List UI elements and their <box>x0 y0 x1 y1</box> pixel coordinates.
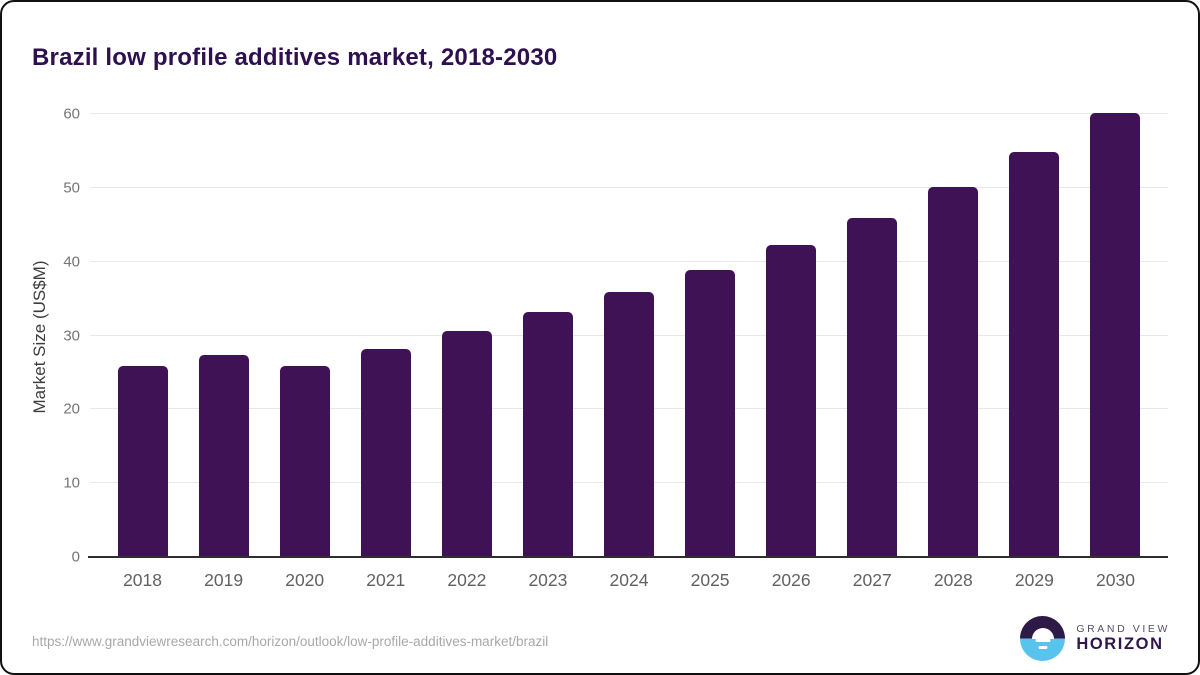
bar-2020 <box>279 365 330 557</box>
x-axis-labels: 2018 2019 2020 2021 2022 2023 2024 2025 2026 2027… <box>90 570 1168 596</box>
logo-line-horizon: HORIZON <box>1076 635 1164 654</box>
bar-slot-2029 <box>994 114 1075 557</box>
y-axis-ticks: 0 10 20 30 40 50 60 <box>2 106 82 566</box>
bar-slot-2021 <box>345 114 426 557</box>
bar-slot-2025 <box>670 114 751 557</box>
y-tick-label-20: 20 <box>63 400 80 418</box>
y-tick-label-50: 50 <box>63 179 80 197</box>
gridline-40 <box>90 260 1168 262</box>
x-tick-label-2030: 2030 <box>1096 570 1135 590</box>
bar-slot-2018 <box>102 114 183 557</box>
plot-area <box>88 112 1168 558</box>
x-tick-label-2021: 2021 <box>366 570 406 590</box>
y-tick-label-30: 30 <box>63 327 80 344</box>
bar-slot-2027 <box>832 114 913 557</box>
bar-2019 <box>198 355 249 557</box>
bar-slot-2030 <box>1075 112 1156 557</box>
x-tick-label-2023: 2023 <box>528 570 568 590</box>
bar-slot-2019 <box>183 114 264 557</box>
logo-line-grand-view: GRAND VIEW <box>1076 622 1170 635</box>
bar-slot-2024 <box>588 114 669 557</box>
bar-2024 <box>604 291 654 557</box>
bar-2023 <box>522 311 573 557</box>
bar-2025 <box>685 269 736 557</box>
bar-slot-2028 <box>913 114 994 557</box>
bar-2029 <box>1009 152 1060 557</box>
y-tick-label-60: 60 <box>63 105 80 123</box>
x-tick-label-2018: 2018 <box>123 570 162 590</box>
x-tick-label-2019: 2019 <box>204 570 244 590</box>
gridline-60 <box>90 113 1168 114</box>
x-tick-label-2027: 2027 <box>852 570 892 590</box>
bar-2021 <box>360 348 411 557</box>
x-tick-label-2025: 2025 <box>690 570 730 590</box>
source-url: https://www.grandviewresearch.com/horizo… <box>32 634 549 649</box>
bar-slot-2026 <box>751 114 832 557</box>
bar-slot-2023 <box>507 114 588 557</box>
chart-title: Brazil low profile additives market, 201… <box>32 44 558 72</box>
y-tick-label-40: 40 <box>63 253 80 271</box>
bar-2028 <box>928 187 979 557</box>
gridline-50 <box>90 186 1168 188</box>
logo-text: GRAND VIEW HORIZON <box>1076 623 1170 654</box>
bars-row <box>90 112 1168 557</box>
x-tick-label-2020: 2020 <box>285 570 325 590</box>
x-tick-label-2029: 2029 <box>1014 570 1054 590</box>
bar-2018 <box>117 365 168 557</box>
x-tick-label-2022: 2022 <box>447 570 487 590</box>
x-axis-line <box>88 556 1168 558</box>
bar-2026 <box>766 244 817 557</box>
bar-slot-2020 <box>264 114 345 557</box>
bar-2027 <box>847 218 898 557</box>
y-tick-label-0: 0 <box>71 548 80 566</box>
horizon-sun-icon <box>1020 616 1066 661</box>
bar-2030 <box>1090 112 1141 557</box>
y-tick-label-10: 10 <box>63 474 80 492</box>
x-tick-label-2028: 2028 <box>933 570 973 590</box>
bar-slot-2022 <box>426 114 507 557</box>
x-tick-label-2026: 2026 <box>771 570 811 590</box>
x-tick-label-2024: 2024 <box>609 570 649 590</box>
grand-view-horizon-logo: GRAND VIEW HORIZON <box>1020 616 1170 661</box>
bar-2022 <box>441 331 492 557</box>
